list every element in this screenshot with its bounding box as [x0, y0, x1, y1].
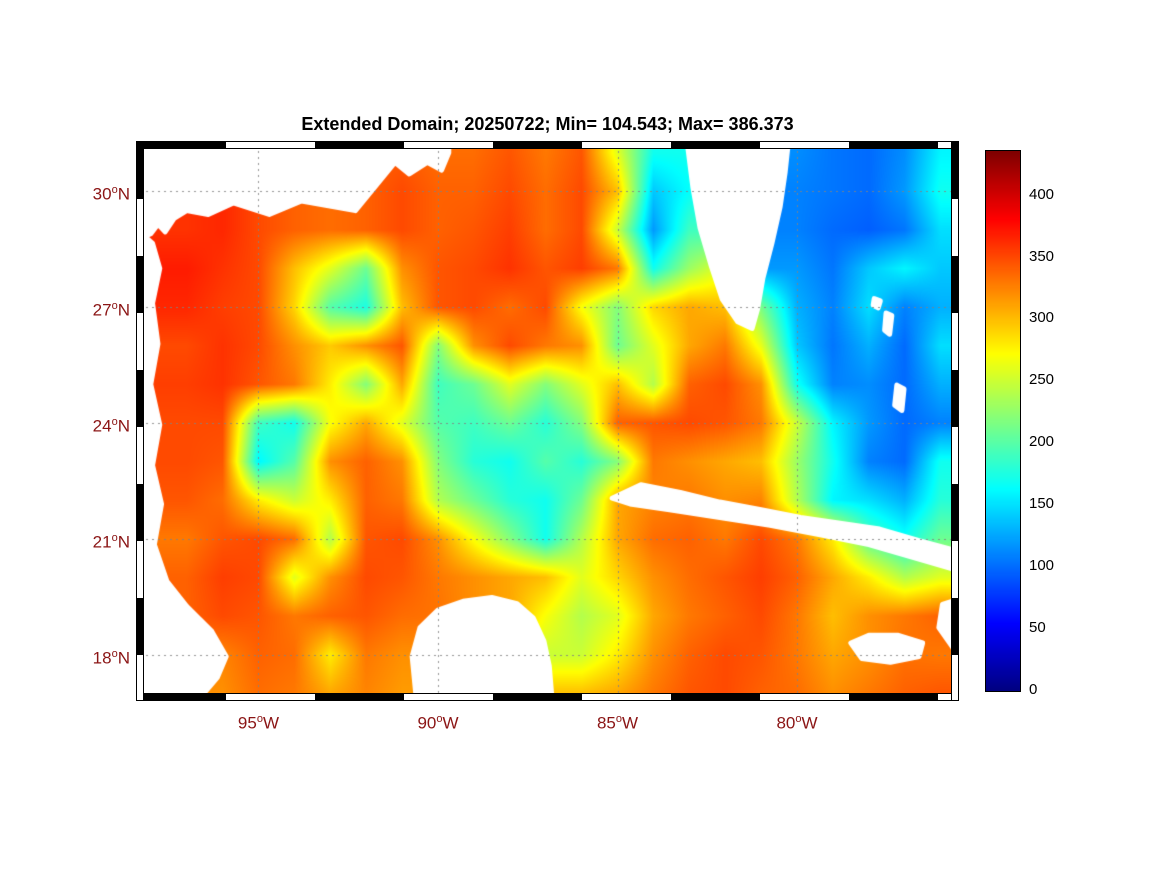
plot-frame-bottom: [136, 693, 959, 701]
lon-tick-label: 95oW: [237, 713, 280, 733]
colorbar-tick-label: 0: [1029, 681, 1038, 698]
map-plot-area: [136, 141, 959, 701]
colorbar-tick-label: 250: [1029, 371, 1055, 389]
lon-tick-label: 80oW: [776, 713, 818, 733]
colorbar-canvas: [986, 151, 1020, 691]
colorbar-tick-label: 100: [1029, 557, 1055, 575]
lat-tick-label: 30oN: [92, 184, 130, 204]
colorbar: [985, 150, 1021, 692]
colorbar-tick-label: 150: [1029, 495, 1055, 513]
plot-frame-right: [951, 141, 959, 701]
lat-tick-label: 27oN: [92, 300, 130, 320]
lat-tick-label: 24oN: [92, 415, 130, 436]
lon-tick-label: 85oW: [596, 713, 639, 733]
heatmap-canvas: [140, 145, 955, 697]
colorbar-tick-label: 400: [1029, 185, 1055, 203]
colorbar-tick-label: 350: [1029, 247, 1055, 265]
colorbar-tick-label: 50: [1029, 619, 1046, 637]
plot-frame-left: [136, 141, 144, 701]
lon-tick-label: 90oW: [417, 713, 459, 733]
colorbar-tick-label: 300: [1029, 309, 1055, 327]
colorbar-tick-label: 200: [1029, 433, 1055, 451]
lat-tick-label: 18oN: [92, 647, 130, 668]
plot-title: Extended Domain; 20250722; Min= 104.543;…: [301, 114, 794, 134]
plot-frame-top: [136, 141, 959, 149]
lat-tick-label: 21oN: [92, 531, 130, 552]
